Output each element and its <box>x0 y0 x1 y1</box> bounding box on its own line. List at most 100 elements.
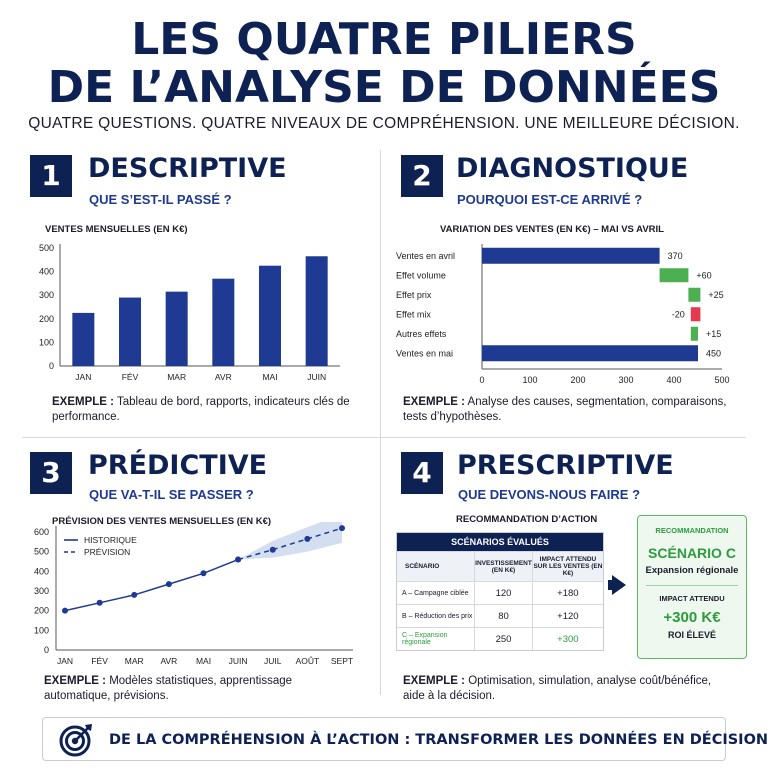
bar <box>259 265 281 366</box>
recommendation-card: RECOMMANDATION SCÉNARIO C Expansion régi… <box>637 515 747 659</box>
example-text: EXEMPLE : Analyse des causes, segmentati… <box>403 396 727 423</box>
column-header: SCÉNARIO <box>405 563 440 570</box>
table-cell: B – Réduction des prix <box>402 612 473 620</box>
table-cell: 80 <box>474 605 531 627</box>
bar <box>72 312 95 366</box>
bar <box>659 268 689 283</box>
recommended-scenario-desc: Expansion régionale <box>645 565 739 576</box>
y-tick-label: 200 <box>34 606 49 616</box>
card-divider <box>646 585 738 586</box>
bar-chart-monthly-sales: 0 100 200 300 400 500 JAN FÉV MAR AVR MAI JUIN <box>39 243 340 382</box>
data-point <box>339 525 345 532</box>
data-point <box>304 535 311 542</box>
data-label: 450 <box>706 348 721 358</box>
roi-badge: ROI ÉLEVÉ <box>667 630 716 640</box>
quadrant-question: QUE DEVONS-NOUS FAIRE ? <box>458 487 641 502</box>
bar <box>482 247 660 264</box>
x-tick-label: MAR <box>167 372 186 382</box>
subtitle: QUATRE QUESTIONS. QUATRE NIVEAUX DE COMP… <box>28 115 740 132</box>
bar <box>690 326 698 341</box>
x-tick-label: JUIL <box>264 656 282 666</box>
data-point <box>131 591 138 598</box>
y-tick-label: 400 <box>34 566 49 576</box>
x-tick-label: 300 <box>618 375 633 385</box>
footer-text: DE LA COMPRÉHENSION À L’ACTION : TRANSFO… <box>109 732 768 748</box>
data-point <box>200 570 207 577</box>
recommendation-label: RECOMMANDATION <box>655 526 729 535</box>
x-tick-label: MAR <box>125 656 144 666</box>
footer-banner: DE LA COMPRÉHENSION À L’ACTION : TRANSFO… <box>42 717 768 761</box>
x-tick-label: FÉV <box>91 656 108 666</box>
horizontal-divider <box>22 437 746 438</box>
y-tick-label: 500 <box>39 243 54 253</box>
y-tick-label: 200 <box>39 314 54 324</box>
quadrant-question: QUE VA-T-IL SE PASSER ? <box>89 487 254 502</box>
data-label: +15 <box>706 329 721 339</box>
recommended-scenario: SCÉNARIO C <box>648 545 736 561</box>
x-tick-label: 200 <box>570 375 585 385</box>
x-tick-label: FÉV <box>122 372 139 382</box>
bar <box>305 256 328 366</box>
quadrant-number: 4 <box>401 452 443 494</box>
chart-title: PRÉVISION DES VENTES MENSUELLES (EN K€) <box>52 516 272 527</box>
main-title-line-2: DE L’ANALYSE DE DONNÉES <box>47 62 721 113</box>
x-tick-label: 100 <box>522 375 537 385</box>
legend-label: HISTORIQUE <box>84 535 137 545</box>
column-header: IMPACT ATTENDU SUR LES VENTES (EN K€) <box>531 552 603 581</box>
x-tick-label: AVR <box>160 656 177 666</box>
quadrant-title: DESCRIPTIVE <box>88 153 287 184</box>
data-label: -20 <box>672 309 685 319</box>
data-label: +60 <box>696 270 711 280</box>
impact-label: IMPACT ATTENDU <box>659 594 725 603</box>
table-cell: 250 <box>474 628 531 650</box>
x-tick-label: SEPT <box>331 656 353 666</box>
series-line <box>237 527 343 561</box>
x-tick-label: JAN <box>57 656 73 666</box>
x-tick-label: MAI <box>196 656 211 666</box>
bar <box>690 307 701 322</box>
arrow-right-icon <box>612 575 626 595</box>
waterfall-chart-sales-variation: 0 100 200 300 400 500 Ventes en avril 370 Effet … <box>396 244 730 385</box>
y-tick-label: 300 <box>34 586 49 596</box>
quadrant-title: DIAGNOSTIQUE <box>456 153 689 184</box>
arrow-right-icon-stem <box>608 580 614 590</box>
y-tick-label: 300 <box>39 290 54 300</box>
table-cell: 120 <box>474 582 531 604</box>
table-row-highlighted: C – Expansion régionale 250 +300 <box>397 627 603 650</box>
x-tick-label: 0 <box>479 375 484 385</box>
y-tick-label: 0 <box>49 361 54 371</box>
bar <box>165 291 188 366</box>
bar <box>688 287 701 302</box>
impact-value: +300 K€ <box>663 609 721 626</box>
y-tick-label: 600 <box>34 527 49 537</box>
y-tick-label: 0 <box>44 645 49 655</box>
bar <box>482 345 698 362</box>
y-tick-label: 100 <box>34 625 49 635</box>
vertical-divider <box>380 150 381 695</box>
data-point <box>62 607 68 614</box>
y-tick-label: Effet volume <box>396 270 446 280</box>
y-tick-label: Ventes en avril <box>396 251 455 261</box>
y-tick-label: 100 <box>39 337 54 347</box>
x-tick-label: 500 <box>714 375 729 385</box>
x-tick-label: AOÛT <box>296 656 320 666</box>
y-tick-label: 400 <box>39 267 54 277</box>
quadrant-number: 3 <box>30 452 72 494</box>
table-cell: A – Campagne ciblée <box>402 589 469 597</box>
table-cell: +300 <box>531 628 603 650</box>
target-icon <box>59 724 92 757</box>
quadrant-question: POURQUOI EST-CE ARRIVÉ ? <box>457 192 643 207</box>
y-tick-label: 500 <box>34 547 49 557</box>
bar <box>119 297 141 366</box>
quadrant-number: 2 <box>401 155 443 197</box>
quadrant-title: PRÉDICTIVE <box>88 450 268 481</box>
column-header: INVESTISSEMENT (EN K€) <box>474 552 532 581</box>
bar <box>212 278 235 366</box>
data-point <box>269 546 276 553</box>
x-tick-label: 400 <box>666 375 681 385</box>
y-tick-label: Ventes en mai <box>396 348 453 358</box>
data-point <box>96 599 103 606</box>
example-text: EXEMPLE : Modèles statistiques, apprenti… <box>44 675 293 702</box>
data-point <box>165 581 172 588</box>
table-cell: C – Expansion régionale <box>402 632 448 646</box>
